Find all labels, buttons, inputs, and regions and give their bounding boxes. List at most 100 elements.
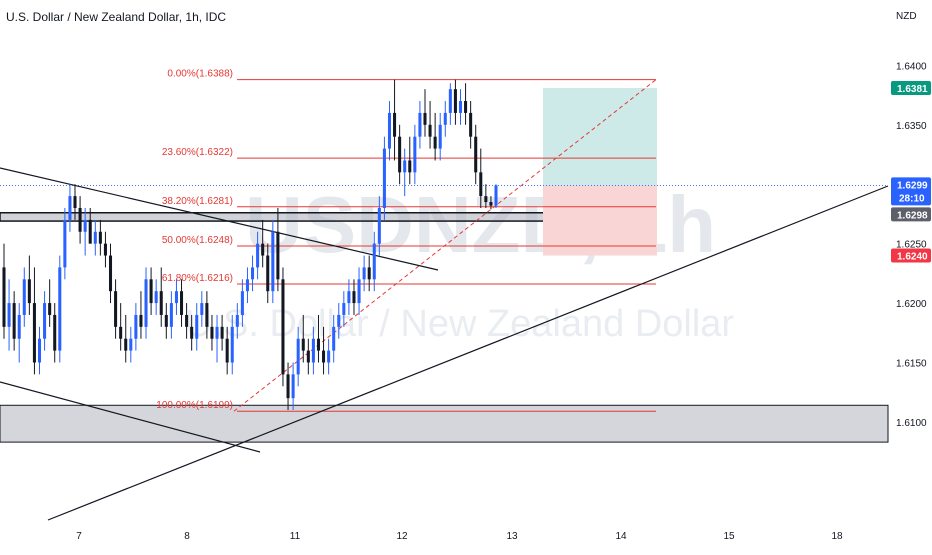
candle-body (200, 303, 204, 315)
candle-body (139, 314, 143, 327)
bid-price-tag-bg (891, 207, 931, 222)
target-price-tag: 1.6381 (897, 84, 928, 95)
countdown-label: 28:10 (899, 193, 925, 204)
chart-title: U.S. Dollar / New Zealand Dollar, 1h, ID… (6, 10, 226, 24)
zones-layer (0, 87, 889, 443)
candle-body (48, 303, 52, 315)
candle-body (256, 243, 260, 268)
target-price-tag-bg (891, 80, 931, 95)
candle-body (235, 314, 239, 327)
candle-body (484, 196, 488, 203)
candle-body (438, 124, 442, 149)
candle-body (291, 374, 295, 399)
candle-body (398, 136, 402, 173)
candle-body (327, 350, 331, 363)
stop-zone (543, 185, 657, 256)
x-tick-label: 13 (506, 531, 518, 542)
candle-body (372, 243, 376, 280)
bid-price-tag: 1.6298 (897, 210, 928, 221)
candle-body (448, 89, 452, 113)
x-tick-label: 14 (615, 531, 627, 542)
candle-body (119, 326, 123, 339)
candle-body (205, 303, 209, 327)
candle-body (286, 374, 290, 399)
candle-body (83, 219, 87, 232)
candle-body (68, 196, 72, 220)
candle-body (489, 202, 493, 206)
fib-trend-line (233, 79, 657, 412)
candle-body (357, 279, 361, 304)
candle-body (134, 314, 138, 339)
candle-body (306, 350, 310, 363)
candle-body (149, 279, 153, 304)
candle-body (387, 112, 392, 149)
y-tick-label: 1.6400 (896, 61, 927, 72)
candle-body (352, 291, 356, 304)
y-tick-label: 1.6250 (896, 240, 927, 251)
x-tick-label: 18 (831, 531, 843, 542)
candle-body (458, 101, 463, 113)
x-tick-label: 7 (76, 531, 82, 542)
y-tick-label: 1.6350 (896, 121, 927, 132)
trendlines[interactable] (0, 167, 889, 521)
candle-body (453, 89, 457, 113)
candle-body (413, 136, 417, 173)
candle-body (337, 314, 341, 327)
candle-body (12, 303, 16, 339)
candle-body (180, 291, 184, 315)
candle-body (108, 255, 113, 292)
candle-body (276, 231, 280, 280)
fib-level-label: 50.00%(1.6248) (162, 235, 233, 246)
ascending-trendline (47, 185, 889, 521)
candle-body (433, 136, 437, 149)
candle-body (17, 314, 21, 339)
stop-price-tag: 1.6240 (897, 252, 928, 263)
fib-level-label: 61.80%(1.6216) (162, 273, 233, 284)
candle-body (78, 208, 82, 232)
x-tick-label: 15 (723, 531, 735, 542)
candle-body (225, 338, 229, 363)
candle-body (129, 338, 133, 351)
candle-body (367, 267, 371, 280)
candle-body (281, 279, 285, 375)
currency-label: NZD (896, 11, 917, 22)
candle-body (220, 326, 224, 339)
candle-body (322, 350, 326, 363)
candle-body (408, 160, 412, 173)
candle-body (53, 314, 57, 351)
candle-body (316, 338, 320, 351)
stop-price-tag-bg (891, 248, 931, 263)
candle-body (311, 338, 315, 363)
fibonacci-retracement[interactable]: 0.00%(1.6388) 23.60%(1.6322) 38.20%(1.6281… (156, 69, 657, 412)
candle-body (210, 326, 214, 339)
current-price-tag: 1.6299 (897, 180, 928, 191)
y-tick-label: 1.6150 (896, 358, 927, 369)
candle-body (73, 196, 77, 208)
candle-body (342, 303, 346, 315)
candle-body (464, 101, 468, 113)
candle-body (377, 208, 381, 244)
candles (2, 79, 498, 411)
candle-body (37, 338, 42, 363)
x-tick-label: 8 (184, 531, 190, 542)
candle-body (479, 172, 483, 197)
price-tags: 1.6381 1.6240 1.6299 28:10 1.6298 (891, 80, 931, 263)
candle-body (93, 231, 97, 244)
axes: 1.6400 1.6350 1.6250 1.6200 1.6150 1.6100 7 8 11… (76, 61, 927, 542)
candle-body (266, 255, 270, 292)
candle-body (7, 303, 11, 327)
candle-body (418, 112, 422, 137)
fib-level-label: 23.60%(1.6322) (162, 147, 233, 158)
x-tick-label: 11 (290, 531, 301, 542)
candle-body (240, 291, 244, 315)
candle-body (215, 326, 219, 339)
current-price-tag-bg (891, 177, 931, 206)
candle-body (423, 112, 427, 125)
candle-body (362, 267, 366, 280)
candle-body (174, 291, 178, 304)
candle-body (443, 112, 447, 125)
candle-body (393, 112, 397, 137)
descending-trendline-lower (0, 381, 261, 453)
